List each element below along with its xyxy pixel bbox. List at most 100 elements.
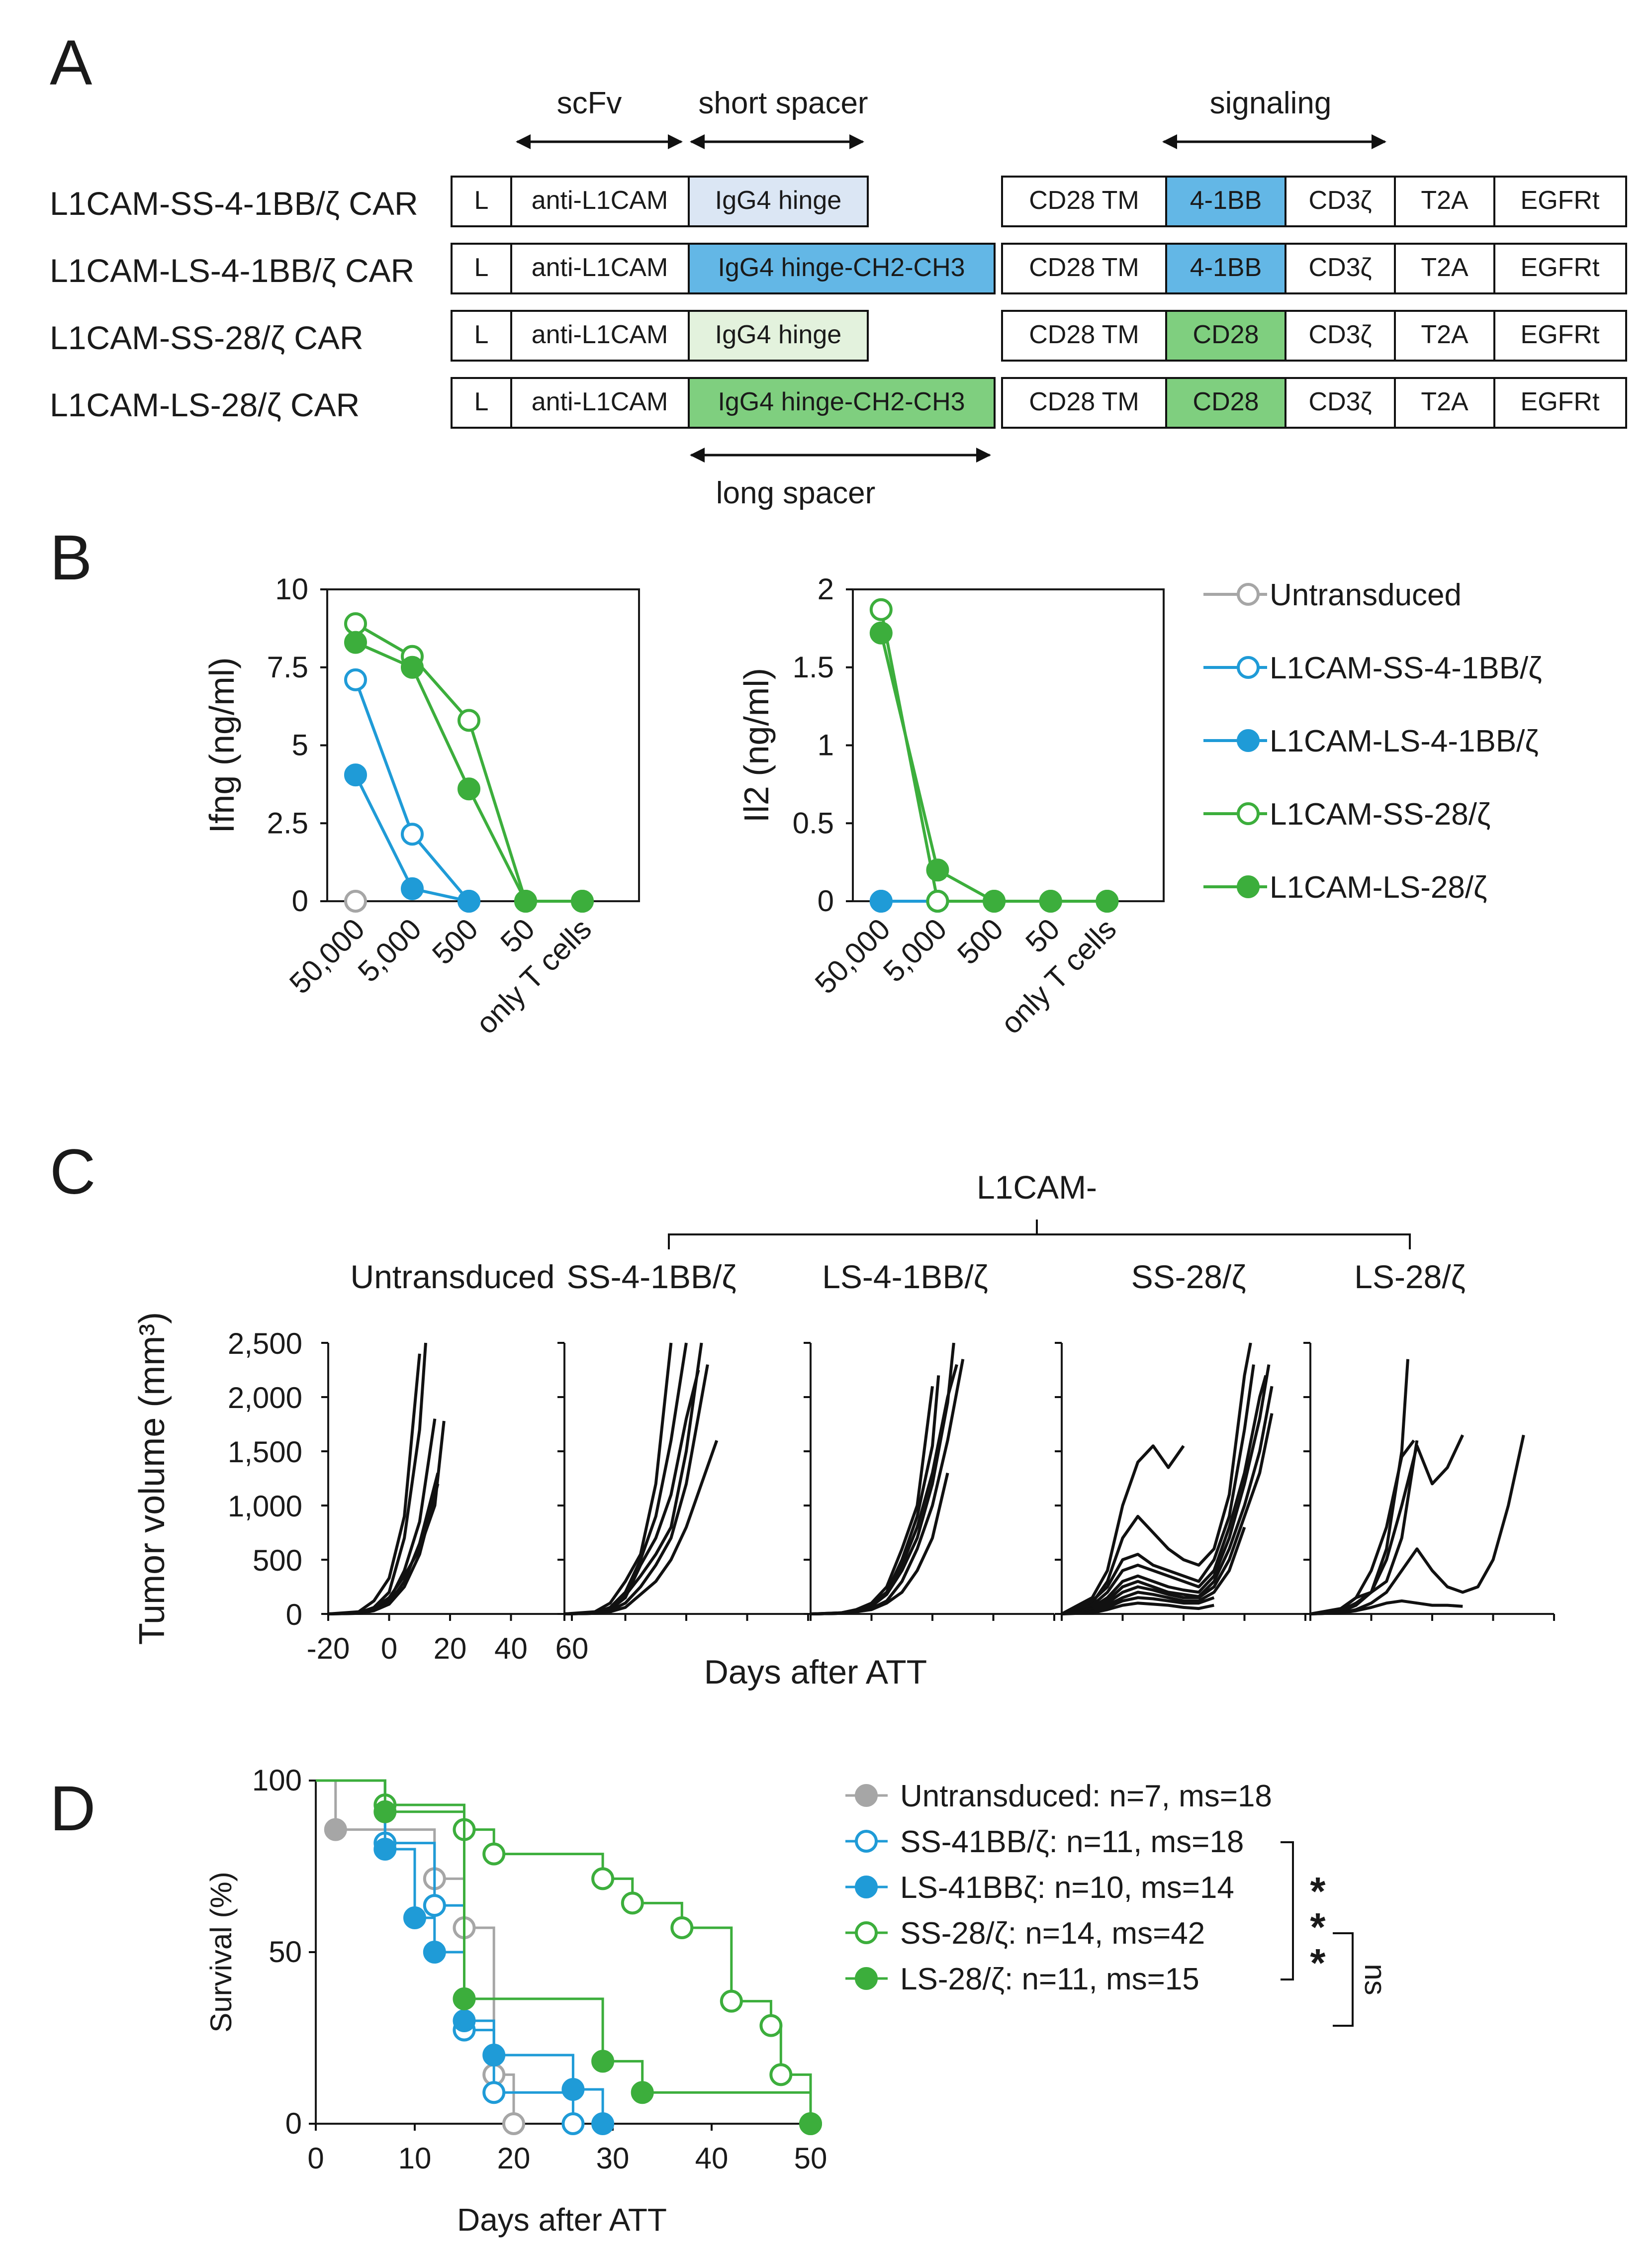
cd3z-box	[1285, 377, 1396, 429]
scfv-box	[510, 310, 690, 362]
series-line	[355, 622, 582, 903]
tumor-growth-curve	[1310, 1599, 1463, 1615]
legend-marker	[1237, 583, 1260, 606]
legend-label: SS-41BB/ζ: n=11, ms=18	[900, 1825, 1244, 1859]
legend-marker	[1237, 802, 1260, 825]
scfv-box	[510, 176, 690, 227]
survival-marker	[720, 1989, 743, 2013]
scfv-label: anti-L1CAM	[532, 186, 668, 215]
egfrt-box	[1493, 176, 1627, 227]
y-tick-label: 2,000	[228, 1381, 302, 1414]
legend-label: L1CAM-SS-4-1BB/ζ	[1270, 651, 1542, 685]
x-tick-label: 60	[555, 1632, 589, 1665]
spacer-label: IgG4 hinge-CH2-CH3	[718, 253, 965, 282]
tumor-growth-curve	[564, 1342, 673, 1615]
survival-marker	[373, 1800, 397, 1823]
y-tick-label: 100	[252, 1764, 302, 1797]
y-tick-label: 0	[286, 1598, 302, 1631]
tumor-growth-curve	[1310, 1434, 1465, 1615]
tm-box	[1001, 377, 1167, 429]
x-tick-label: 20	[497, 2142, 531, 2175]
spacer-box-short-hinge	[688, 310, 869, 362]
y-axis-label: Il2 (ng/ml)	[737, 668, 776, 823]
t2a-label: T2A	[1421, 320, 1468, 349]
y-tick-label: 1,000	[228, 1490, 302, 1523]
y-axis-label: Ifng (ng/ml)	[202, 658, 241, 834]
data-point	[458, 777, 480, 801]
tumor-group-Untransduced: Untransduced -20 0 20 40 60	[307, 1258, 589, 1665]
group-title: LS-28/ζ	[1354, 1258, 1466, 1295]
scfv-label: anti-L1CAM	[532, 387, 668, 416]
x-tick-label: 30	[596, 2142, 630, 2175]
data-point	[514, 890, 537, 913]
x-tick-label: 10	[398, 2142, 432, 2175]
scfv-box	[510, 377, 690, 429]
survival-marker	[482, 2044, 506, 2067]
data-point	[344, 612, 367, 635]
panel-c-tumor-volume-charts: L1CAM- Tumor volume (mm³) 0 500 1,000 1,500 2,…	[132, 1169, 1555, 1691]
y-tick-label: 0	[818, 884, 834, 918]
construct-row-2: L1CAM-LS-4-1BB/ζ CAR L anti-L1CAM IgG4 h…	[50, 243, 1627, 294]
tm-label: CD28 TM	[1029, 186, 1139, 215]
tumor-group-SS-4-1BB/ζ: SS-4-1BB/ζ	[557, 1258, 809, 1621]
costim-label: 4-1BB	[1190, 186, 1262, 215]
tumor-growth-curve	[1061, 1413, 1274, 1615]
tumor-growth-curve	[1061, 1364, 1255, 1615]
survival-marker	[759, 2014, 783, 2037]
survival-marker	[453, 1987, 476, 2010]
x-tick-label: 50,000	[283, 912, 371, 1000]
t2a-label: T2A	[1421, 186, 1468, 215]
tumor-growth-curve	[1310, 1439, 1415, 1615]
tumor-growth-curve	[1061, 1386, 1274, 1615]
construct-row-1: L1CAM-SS-4-1BB/ζ CAR L anti-L1CAM IgG4 h…	[50, 176, 1627, 227]
spacer-label: IgG4 hinge	[715, 186, 841, 215]
series-line	[879, 609, 1107, 903]
x-tick-label: 5,000	[352, 912, 428, 989]
legend-marker	[855, 1967, 878, 1990]
construct-row-4: L1CAM-LS-28/ζ CAR L anti-L1CAM IgG4 hing…	[50, 377, 1627, 429]
survival-marker	[591, 2112, 615, 2135]
scfv-label: anti-L1CAM	[532, 253, 668, 282]
data-point	[1096, 890, 1119, 913]
survival-marker	[482, 2081, 506, 2104]
survival-marker	[324, 1818, 347, 1841]
tumor-group-LS-28/ζ: LS-28/ζ	[1303, 1258, 1555, 1621]
panel-label-d: D	[50, 1773, 95, 1844]
costim-label: CD28	[1193, 387, 1259, 416]
y-tick-label: 0	[285, 2107, 302, 2140]
t2a-label: T2A	[1421, 387, 1468, 416]
data-point	[926, 858, 949, 882]
cd3z-box	[1285, 243, 1396, 294]
survival-marker	[591, 1867, 615, 1890]
leader-label: L	[474, 387, 489, 416]
series-L1CAM-SS-28/ζ	[344, 612, 594, 913]
costim-label: 4-1BB	[1190, 253, 1262, 282]
survival-marker	[403, 1906, 426, 1929]
survival-series-Untransduced: n=7, ms=18	[316, 1779, 525, 2135]
tumor-growth-curve	[328, 1420, 446, 1615]
data-point	[401, 823, 424, 846]
tumor-growth-curve	[1061, 1444, 1185, 1615]
panel-b-legend: Untransduced L1CAM-SS-4-1BB/ζ L1CAM-LS-4-1…	[1203, 578, 1542, 905]
construct-name: L1CAM-SS-4-1BB/ζ CAR	[50, 185, 418, 222]
legend-marker	[1237, 729, 1260, 752]
significance-bracket-stars	[1281, 1841, 1294, 1980]
y-tick-label: 7.5	[267, 651, 308, 684]
tumor-growth-curve	[328, 1418, 437, 1615]
cd3z-box	[1285, 176, 1396, 227]
significance-stars: *	[1310, 1869, 1326, 1913]
data-point	[344, 890, 367, 913]
data-point	[869, 598, 893, 621]
legend-label: L1CAM-SS-28/ζ	[1270, 797, 1490, 832]
plot-frame	[852, 588, 1165, 902]
panel-label-c: C	[50, 1136, 95, 1208]
tm-box	[1001, 243, 1167, 294]
legend-marker	[855, 1784, 878, 1807]
data-point	[926, 890, 949, 913]
survival-marker	[621, 1891, 644, 1915]
legend-marker	[1237, 656, 1260, 679]
significance-bracket-ns	[1333, 1932, 1354, 2027]
